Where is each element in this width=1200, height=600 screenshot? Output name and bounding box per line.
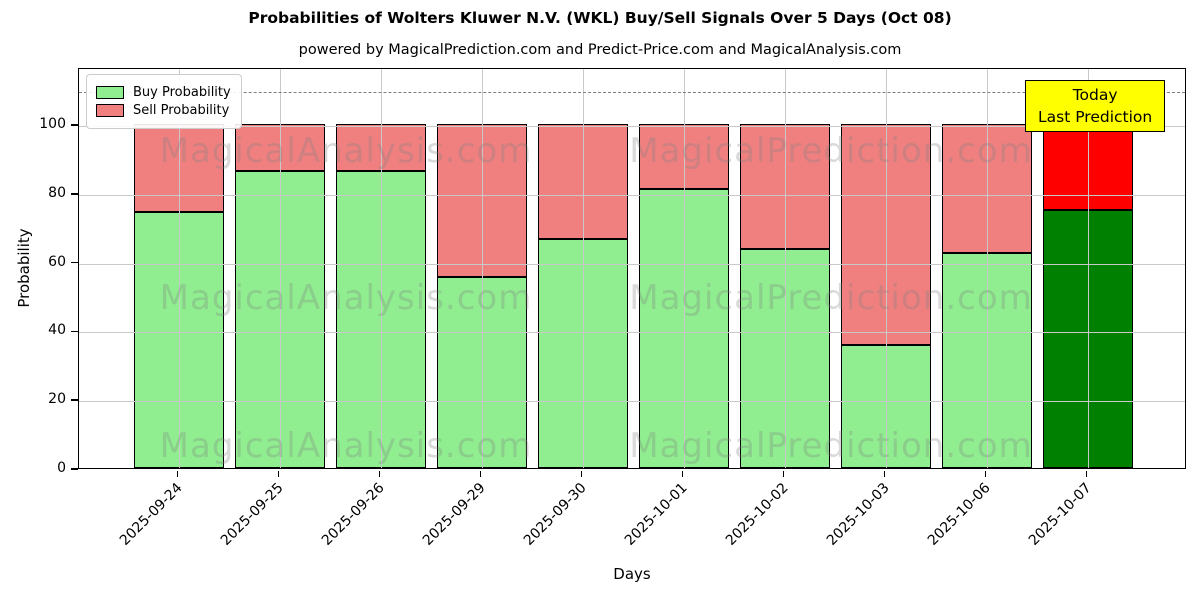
watermark-text: MagicalAnalysis.com <box>159 278 533 318</box>
x-tick-label: 2025-10-06 <box>924 480 994 549</box>
x-tick-mark <box>479 470 482 477</box>
threshold-dashed-line <box>79 91 1185 93</box>
y-tick-mark <box>71 468 78 470</box>
watermark-text: MagicalAnalysis.com <box>159 426 533 466</box>
gridline-vertical <box>683 69 685 468</box>
x-tick-label: 2025-09-29 <box>419 480 489 549</box>
x-tick-label: 2025-09-26 <box>318 480 388 549</box>
x-tick-mark <box>883 470 886 477</box>
gridline-horizontal <box>79 332 1185 334</box>
y-tick-mark <box>71 330 78 333</box>
x-tick-mark <box>984 470 987 477</box>
gridline-vertical <box>885 69 887 468</box>
watermark-text: MagicalPrediction.com <box>629 278 1033 318</box>
watermark-text: MagicalPrediction.com <box>629 131 1033 171</box>
x-tick-mark <box>277 470 280 477</box>
gridline-vertical <box>986 69 988 468</box>
y-tick-label: 100 <box>39 116 66 133</box>
x-tick-label: 2025-10-01 <box>621 480 691 549</box>
x-tick-mark <box>378 470 381 477</box>
legend-item: Buy Probability <box>96 85 231 100</box>
x-tick-label: 2025-09-30 <box>520 480 590 549</box>
gridline-horizontal <box>79 194 1185 196</box>
gridline-horizontal <box>79 263 1185 265</box>
gridline-vertical <box>481 69 483 468</box>
x-tick-label: 2025-09-25 <box>217 480 287 549</box>
y-tick-mark <box>71 399 78 401</box>
gridline-vertical <box>380 69 382 468</box>
y-tick-mark <box>71 193 78 195</box>
y-tick-label: 20 <box>48 391 66 408</box>
x-tick-label: 2025-09-24 <box>116 480 186 549</box>
gridline-vertical <box>279 69 281 468</box>
legend-item: Sell Probability <box>96 103 231 118</box>
watermark-text: MagicalPrediction.com <box>629 426 1033 466</box>
gridline-vertical <box>178 69 180 468</box>
x-tick-label: 2025-10-02 <box>722 480 792 549</box>
legend-swatch <box>96 86 124 99</box>
legend-item-label: Sell Probability <box>133 103 230 118</box>
x-tick-mark <box>681 470 684 477</box>
y-tick-label: 80 <box>48 184 66 201</box>
annotation-line2: Last Prediction <box>1038 108 1153 126</box>
legend-item-label: Buy Probability <box>133 85 231 100</box>
gridline-vertical <box>1087 69 1089 468</box>
annotation-line1: Today <box>1072 86 1118 104</box>
x-tick-mark <box>580 470 583 477</box>
x-tick-label: 2025-10-03 <box>823 480 893 549</box>
gridline-vertical <box>784 69 786 468</box>
x-tick-mark <box>782 470 785 477</box>
x-tick-label: 2025-10-07 <box>1025 480 1095 549</box>
chart-subtitle: powered by MagicalPrediction.com and Pre… <box>298 42 902 58</box>
x-tick-mark <box>1085 470 1088 477</box>
gridline-horizontal <box>79 126 1185 128</box>
y-tick-mark <box>71 261 78 264</box>
x-axis-label: Days <box>613 565 651 583</box>
chart-title: Probabilities of Wolters Kluwer N.V. (WK… <box>248 9 952 27</box>
gridline-vertical <box>582 69 584 468</box>
watermark-text: MagicalAnalysis.com <box>159 131 533 171</box>
legend: Buy Probability Sell Probability <box>86 74 242 129</box>
y-tick-label: 40 <box>48 322 66 339</box>
gridline-horizontal <box>79 401 1185 403</box>
plot-area: Buy Probability Sell Probability Today La… <box>78 68 1186 469</box>
x-tick-mark <box>176 470 179 477</box>
y-tick-label: 60 <box>48 253 66 270</box>
y-tick-mark <box>71 124 78 126</box>
legend-swatch <box>96 104 124 117</box>
y-tick-label: 0 <box>57 460 66 476</box>
today-annotation: Today Last Prediction <box>1025 80 1166 132</box>
